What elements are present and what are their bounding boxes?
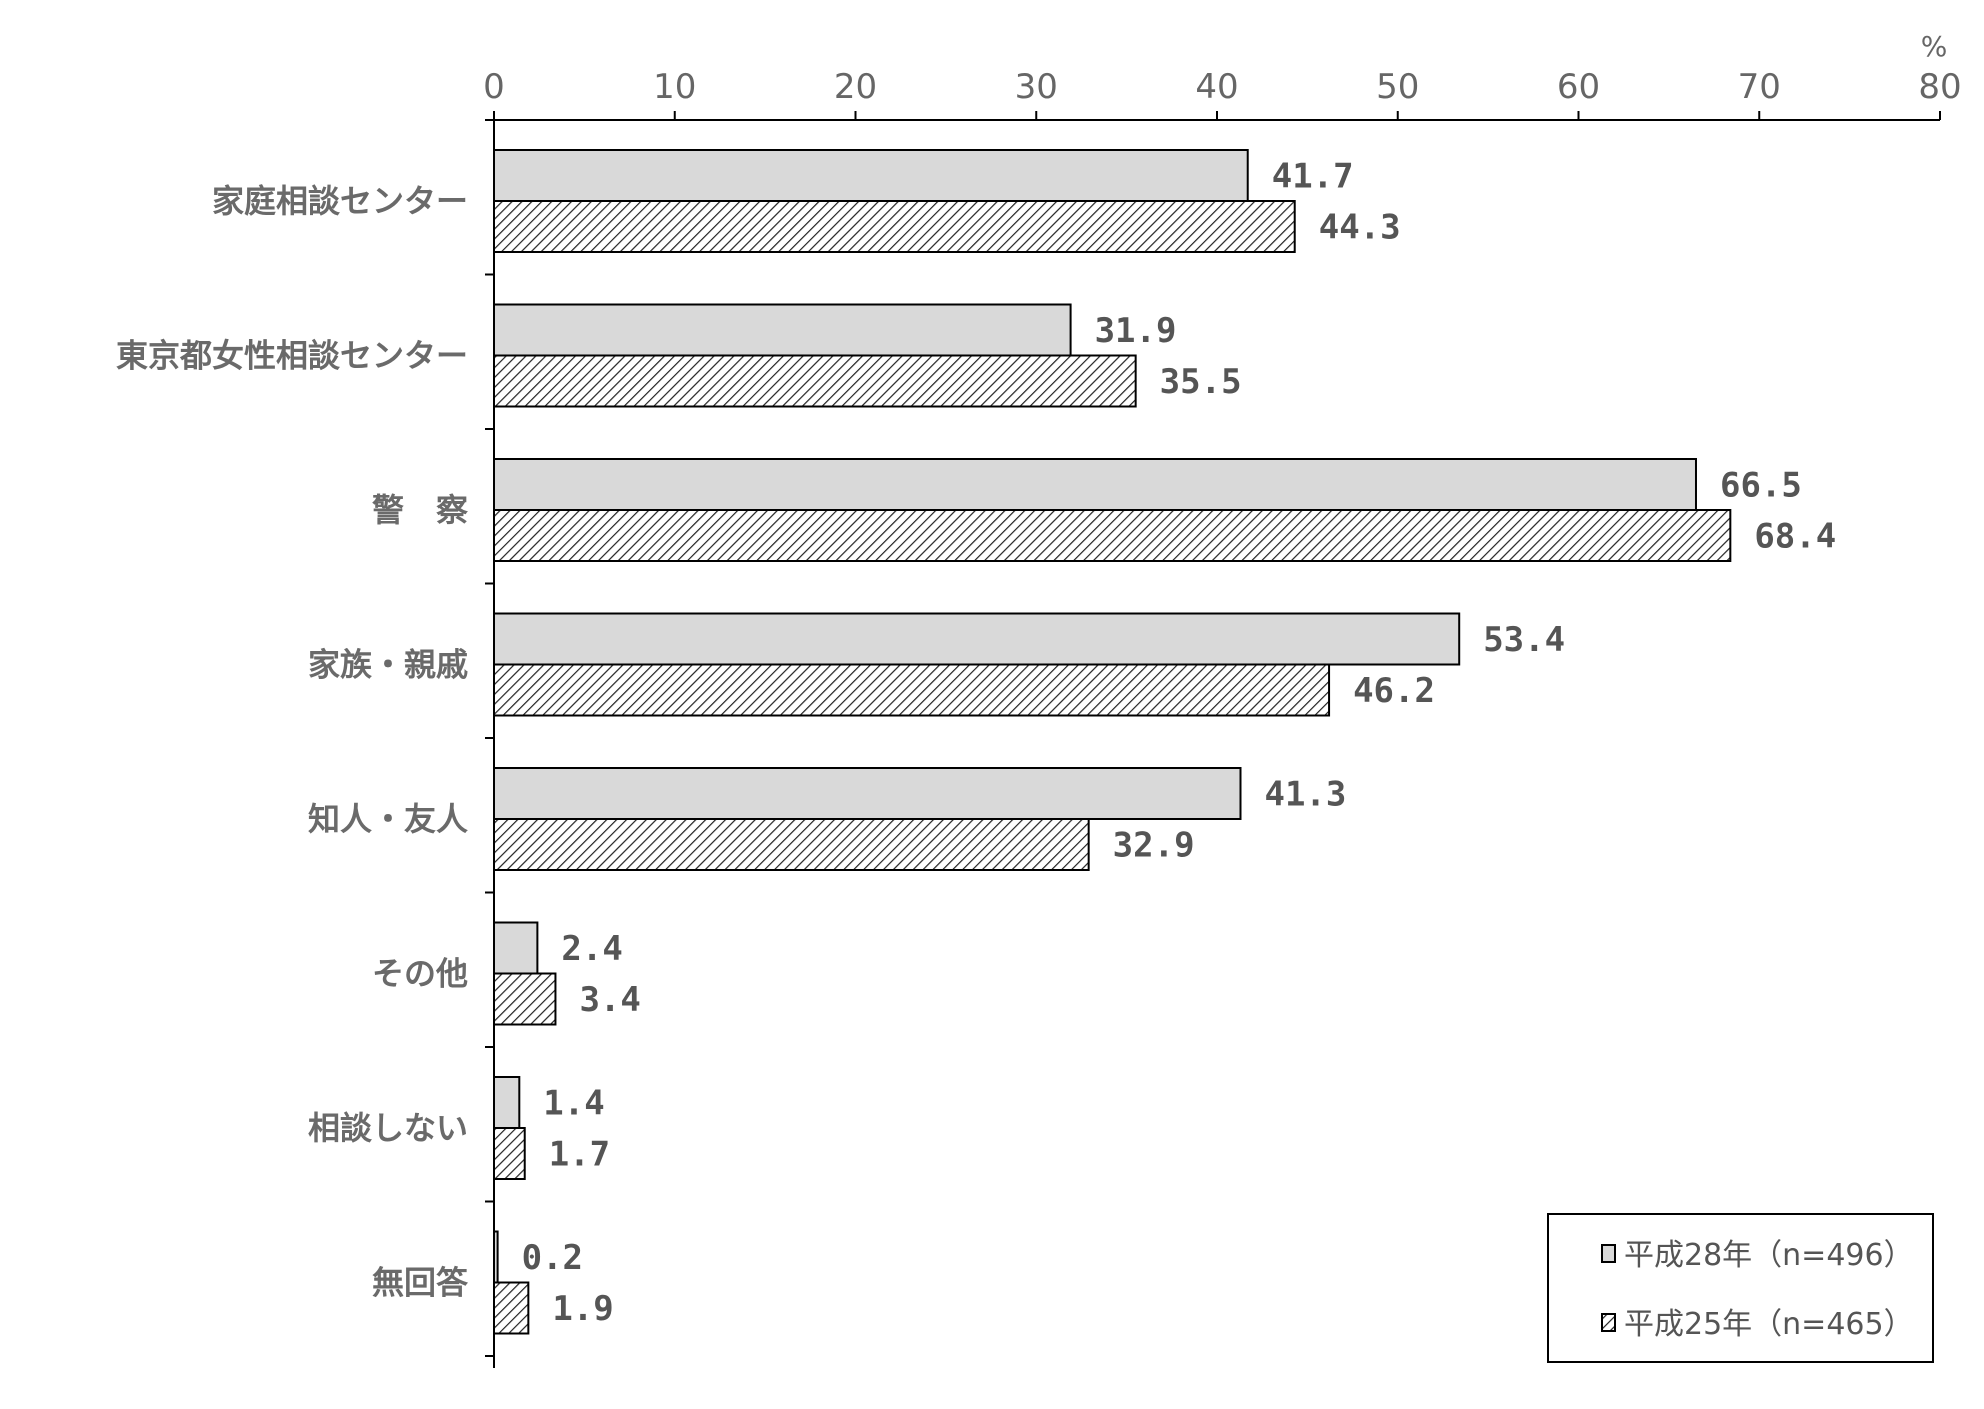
category-label: 家族・親戚 — [308, 646, 468, 684]
x-tick-label: 60 — [1557, 67, 1600, 107]
x-tick-label: 80 — [1918, 67, 1961, 107]
bar-h28 — [493, 458, 1697, 511]
legend: 平成28年（n=496） 平成25年（n=465） — [1547, 1213, 1934, 1363]
axis — [485, 111, 1941, 1368]
bar-h28 — [493, 303, 1072, 357]
category-label: 警 察 — [372, 491, 468, 529]
value-label: 41.3 — [1264, 775, 1346, 815]
bar-h25 — [493, 200, 1296, 253]
bar-h25 — [493, 818, 1090, 871]
bar-h25 — [493, 354, 1137, 408]
x-tick-label: 0 — [483, 67, 505, 107]
bar-h25 — [493, 1127, 526, 1180]
legend-swatch-hatched — [1601, 1313, 1616, 1332]
value-label: 53.4 — [1483, 620, 1565, 660]
x-tick-label: 20 — [834, 67, 877, 107]
bar-h28 — [493, 612, 1461, 666]
bar-h28 — [493, 767, 1242, 820]
value-label: 46.2 — [1353, 671, 1435, 711]
value-label: 68.4 — [1754, 517, 1836, 557]
legend-box — [1547, 1213, 1934, 1363]
labels: 0 10 20 30 40 50 60 70 80% 家庭相談センター 41.7 44.3 東京都女性相… — [116, 30, 1962, 1329]
bar-h28 — [493, 1076, 521, 1129]
value-label: 0.2 — [522, 1238, 583, 1278]
x-tick-label: 50 — [1376, 67, 1419, 107]
value-label: 1.7 — [549, 1135, 610, 1175]
category-label: 東京都女性相談センター — [116, 337, 468, 375]
bar-h25 — [493, 663, 1331, 717]
value-label: 3.4 — [579, 980, 640, 1020]
category-label: 知人・友人 — [308, 800, 468, 838]
unit-label: % — [1921, 30, 1948, 63]
category-label: その他 — [372, 955, 468, 993]
bar-h28 — [493, 149, 1249, 202]
value-label: 31.9 — [1095, 311, 1177, 351]
legend-swatch-solid — [1601, 1244, 1616, 1263]
value-label: 44.3 — [1319, 208, 1401, 248]
value-label: 41.7 — [1272, 157, 1354, 197]
value-label: 1.4 — [543, 1084, 604, 1124]
category-label: 家庭相談センター — [212, 182, 468, 220]
bar-h25 — [493, 972, 557, 1026]
value-label: 1.9 — [552, 1289, 613, 1329]
x-tick-label: 40 — [1195, 67, 1238, 107]
value-label: 32.9 — [1113, 826, 1195, 866]
category-label: 相談しない — [308, 1109, 468, 1147]
x-tick-label: 10 — [653, 67, 696, 107]
category-label: 無回答 — [372, 1264, 469, 1302]
bar-h25 — [493, 509, 1732, 562]
x-tick-label: 30 — [1015, 67, 1058, 107]
legend-label-h28: 平成28年（n=496） — [1624, 1238, 1914, 1273]
value-label: 2.4 — [561, 929, 622, 969]
value-label: 66.5 — [1720, 466, 1802, 506]
bar-h28 — [493, 1230, 499, 1284]
x-tick-label: 70 — [1738, 67, 1781, 107]
bar-h25 — [493, 1281, 530, 1335]
value-label: 35.5 — [1160, 362, 1242, 402]
legend-label-h25: 平成25年（n=465） — [1624, 1307, 1914, 1342]
bars — [493, 149, 1732, 1335]
bar-h28 — [493, 921, 539, 975]
